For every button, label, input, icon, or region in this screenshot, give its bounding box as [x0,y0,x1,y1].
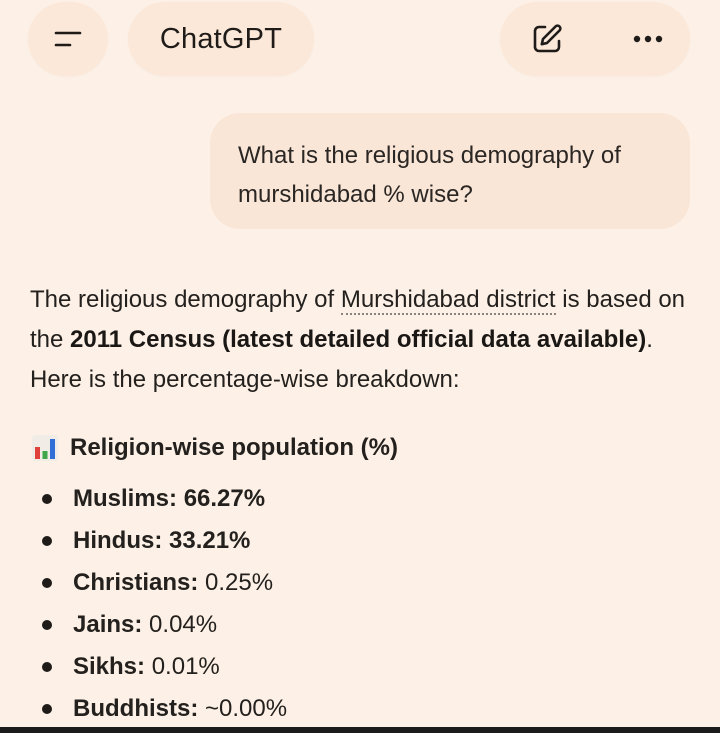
murshidabad-district-link[interactable]: Murshidabad district [340,286,556,315]
header-actions [500,2,690,76]
religion-section-heading: Religion-wise population (%) [32,430,398,466]
list-item: Sikhs: 0.01% [0,646,720,688]
religion-label: Hindus: [73,527,163,554]
bullet-icon [42,536,52,546]
new-chat-edit-icon [533,24,562,53]
religion-label: Muslims: [73,485,178,512]
bullet-icon [42,620,52,630]
menu-button[interactable] [28,2,108,76]
bullet-icon [42,662,52,672]
religion-label: Buddhists: [73,695,199,722]
list-item: Christians: 0.25% [0,562,720,604]
app-title: ChatGPT [159,22,283,55]
religion-percentage: ~0.00% [205,695,288,722]
hamburger-menu-icon [54,31,82,47]
more-options-button[interactable] [613,2,683,76]
new-chat-button[interactable] [512,2,582,76]
assistant-response-paragraph: The religious demography of Murshidabad … [30,280,700,400]
bullet-icon [42,704,52,714]
bar-chart-emoji-icon [32,435,58,461]
list-item: Buddhists: ~0.00% [0,688,720,730]
religion-percentage: 0.25% [205,569,274,596]
response-text: The religious demography of [30,286,341,313]
user-message-line: murshidabad % wise? [238,181,473,208]
religion-label: Jains: [73,611,143,638]
religion-percentage: 66.27% [183,485,266,512]
bullet-icon [42,494,52,504]
list-item: Muslims: 66.27% [0,478,720,520]
religion-label: Sikhs: [73,653,146,680]
religion-label: Christians: [73,569,199,596]
census-source-text: 2011 Census (latest detailed official da… [70,326,647,353]
section-heading-text: Religion-wise population (%) [70,434,398,461]
response-text: is based on the [30,286,686,353]
list-item: Hindus: 33.21% [0,520,720,562]
religion-percentage: 0.01% [151,653,220,680]
response-text: . Here is the percentage-wise breakdown: [30,326,653,393]
bullet-icon [42,578,52,588]
religion-percentage: 0.04% [149,611,218,638]
list-item: Jains: 0.04% [0,604,720,646]
religion-list: Muslims: 66.27% Hindus: 33.21% Christians:… [0,478,720,730]
user-message-bubble: What is the religious demography of murs… [210,113,690,229]
bottom-edge [0,727,720,733]
user-message-line: What is the religious demography of [238,142,621,169]
model-title-button[interactable]: ChatGPT [128,2,314,76]
religion-percentage: 33.21% [169,527,251,554]
more-dots-icon [633,35,663,43]
